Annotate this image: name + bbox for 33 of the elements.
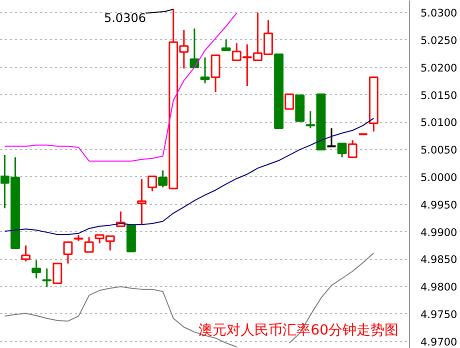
candlestick <box>137 178 146 225</box>
y-tick-label: 4.9850 <box>420 254 458 266</box>
candlestick <box>326 127 337 148</box>
y-tick-label: 5.0200 <box>420 62 458 74</box>
candlestick <box>52 262 62 284</box>
candlestick <box>200 56 210 84</box>
y-tick-label: 5.0050 <box>420 144 458 157</box>
y-tick-label: 4.9750 <box>420 308 458 321</box>
candlestick <box>221 38 231 52</box>
candlestick <box>337 142 347 158</box>
text: 澳元对人民币汇率60分钟走势图 <box>198 322 399 338</box>
line-series <box>4 12 238 162</box>
y-tick-label: 5.0250 <box>420 34 458 47</box>
y-tick-label: 5.0100 <box>420 117 458 130</box>
candlestick <box>148 176 157 192</box>
y-tick-label: 5.0150 <box>420 90 458 102</box>
candlestick <box>158 170 168 188</box>
y-tick-label: 4.9700 <box>420 336 458 348</box>
y-tick-label: 5.0300 <box>420 8 458 20</box>
candlestick <box>210 54 220 93</box>
candlestick <box>284 93 294 110</box>
candlestick <box>42 268 52 288</box>
candlestick <box>63 241 73 264</box>
candlestick <box>21 244 30 262</box>
annotation: 5.0306 <box>104 11 146 26</box>
candlestick <box>348 140 358 158</box>
y-tick-label: 4.9900 <box>420 226 458 239</box>
y-tick-label: 5.0000 <box>420 172 458 184</box>
line-series <box>4 118 374 236</box>
candlestick <box>32 260 42 280</box>
y-tick-label: 4.9950 <box>420 199 458 212</box>
candlestick <box>84 236 94 253</box>
y-tick-label: 4.9800 <box>420 282 458 294</box>
